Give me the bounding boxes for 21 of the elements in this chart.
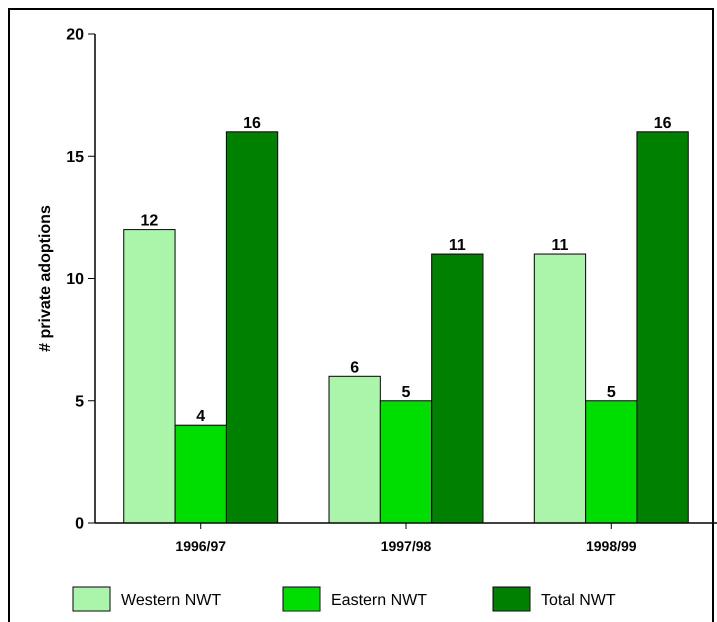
data-label: 11 — [552, 237, 569, 254]
data-label: 16 — [654, 114, 672, 132]
data-label: 16 — [243, 114, 262, 132]
data-label: 12 — [140, 212, 158, 230]
y-tick-label: 5 — [75, 393, 84, 410]
x-tick-label: 1997/98 — [380, 538, 432, 554]
data-label: 5 — [606, 384, 616, 401]
y-tick-label: 15 — [66, 148, 84, 166]
legend-label: Eastern NWT — [331, 592, 428, 609]
legend-label: Total NWT — [541, 592, 616, 609]
data-label: 6 — [350, 359, 360, 376]
data-label: 4 — [196, 408, 206, 426]
y-tick-label: 10 — [66, 271, 84, 288]
legend-label: Western NWT — [121, 592, 222, 609]
x-tick-label: 1998/99 — [586, 538, 637, 554]
y-tick-label: 0 — [75, 516, 84, 533]
x-tick-label: 1996/97 — [175, 538, 226, 554]
data-label: 11 — [448, 237, 466, 254]
y-axis-title: # private adoptions — [37, 205, 54, 352]
data-label: 5 — [402, 384, 411, 401]
y-tick-label: 20 — [66, 26, 84, 44]
